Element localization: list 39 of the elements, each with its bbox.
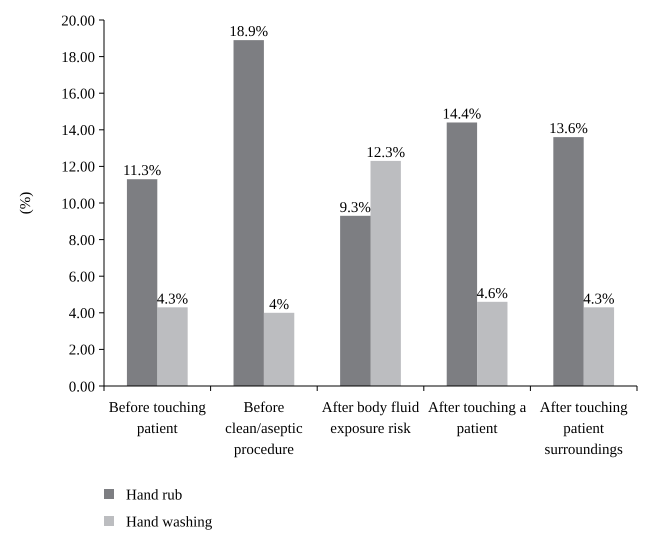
bar bbox=[234, 40, 264, 386]
y-tick-label: 10.00 bbox=[61, 196, 95, 212]
data-label: 12.3% bbox=[366, 144, 406, 161]
data-label: 11.3% bbox=[123, 163, 162, 180]
data-label: 13.6% bbox=[549, 121, 588, 138]
bar bbox=[446, 122, 478, 386]
x-tick-label: After touching patient surroundings bbox=[540, 400, 628, 458]
y-tick-label: 6.00 bbox=[68, 269, 95, 286]
y-tick-label: 0.00 bbox=[68, 379, 95, 396]
x-tick-label: After body fluid exposure risk bbox=[322, 400, 420, 437]
data-label: 9.3% bbox=[340, 200, 371, 216]
y-tick-label: 8.00 bbox=[68, 232, 95, 249]
legend-label: Hand washing bbox=[126, 514, 213, 530]
y-tick-label: 14.00 bbox=[61, 123, 95, 140]
bar bbox=[584, 307, 614, 386]
bar bbox=[264, 312, 294, 386]
x-tick-label: Before touching patient bbox=[108, 400, 206, 437]
bar bbox=[553, 137, 584, 386]
data-label: 4.6% bbox=[476, 286, 508, 302]
x-tick-label: After touching a patient bbox=[428, 400, 527, 437]
y-tick-label: 4.00 bbox=[68, 306, 95, 322]
y-tick-label: 2.00 bbox=[68, 342, 95, 359]
y-tick-label: 20.00 bbox=[61, 13, 95, 30]
bar bbox=[157, 307, 188, 386]
bar bbox=[370, 160, 401, 386]
bar bbox=[126, 179, 158, 386]
y-tick-label: 12.00 bbox=[61, 160, 95, 176]
data-label: 18.9% bbox=[229, 24, 268, 40]
data-label: 4.3% bbox=[583, 291, 615, 308]
data-label: 4.3% bbox=[156, 291, 188, 308]
bar bbox=[340, 216, 370, 386]
y-tick-label: 16.00 bbox=[61, 86, 95, 102]
data-label: 14.4% bbox=[442, 106, 482, 122]
y-axis-title: (%) bbox=[18, 192, 34, 214]
x-tick-label: Before clean/aseptic procedure bbox=[225, 400, 303, 458]
y-tick-label: 18.00 bbox=[61, 50, 95, 66]
bar bbox=[477, 302, 508, 386]
data-label: 4% bbox=[269, 296, 290, 313]
legend-label: Hand rub bbox=[126, 487, 182, 504]
